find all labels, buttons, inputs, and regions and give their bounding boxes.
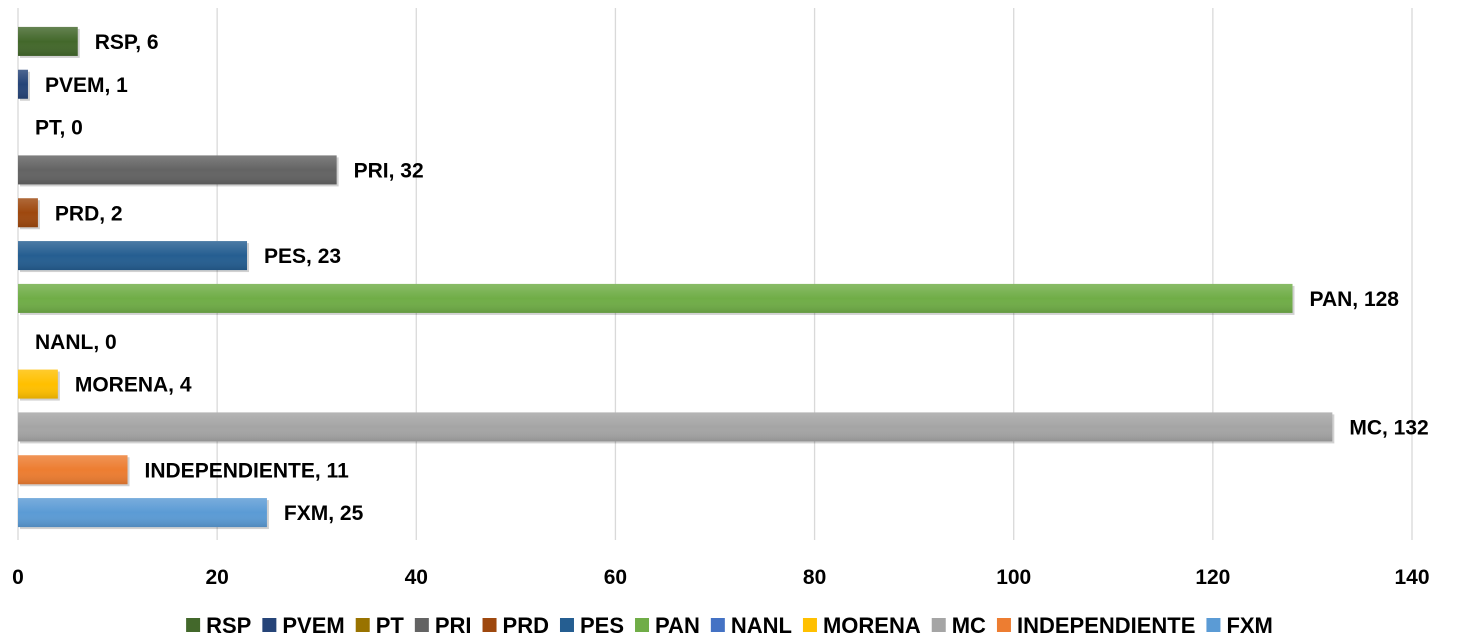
data-label-pes: PES, 23: [264, 245, 341, 268]
legend: RSP PVEM PT PRI PRD PES PAN NANL MORENA MC INDEPEN…: [186, 613, 1273, 638]
legend-label-nanl: NANL: [731, 613, 792, 638]
data-label-morena: MORENA, 4: [75, 374, 192, 397]
legend-swatch-prd: [482, 618, 497, 632]
data-label-pt: PT, 0: [35, 117, 83, 140]
bar-sheen: [18, 369, 58, 399]
legend-swatch-fxm: [1206, 618, 1221, 632]
data-label-pan: PAN, 128: [1310, 288, 1400, 311]
legend-label-morena: MORENA: [823, 613, 921, 638]
legend-label-mc: MC: [952, 613, 986, 638]
legend-swatch-morena: [802, 618, 817, 632]
legend-label-independiente: INDEPENDIENTE: [1017, 613, 1195, 638]
legend-swatch-independiente: [996, 618, 1011, 632]
legend-swatch-rsp: [186, 618, 201, 632]
bar-sheen: [18, 69, 28, 99]
bar-sheen: [18, 198, 38, 228]
x-tick-label: 20: [205, 566, 228, 589]
bar-sheen: [18, 155, 337, 185]
x-axis-ticks: 0 20 40 60 80 100 120 140: [12, 566, 1429, 589]
data-label-pri: PRI, 32: [354, 159, 424, 182]
legend-swatch-nanl: [710, 618, 725, 632]
data-label-mc: MC, 132: [1349, 416, 1428, 439]
legend-swatch-pes: [559, 618, 574, 632]
x-tick-label: 80: [803, 566, 826, 589]
bar-sheen: [18, 241, 248, 271]
legend-label-pan: PAN: [655, 613, 700, 638]
legend-label-pes: PES: [580, 613, 624, 638]
legend-label-prd: PRD: [503, 613, 549, 638]
legend-label-fxm: FXM: [1226, 613, 1272, 638]
bar-sheen: [18, 26, 78, 56]
x-tick-label: 60: [604, 566, 627, 589]
legend-label-rsp: RSP: [206, 613, 251, 638]
gridlines: [17, 8, 1413, 540]
legend-swatch-pvem: [262, 618, 277, 632]
legend-swatch-pri: [414, 618, 429, 632]
data-labels: FXM, 25 INDEPENDIENTE, 11 MC, 132 MORENA, 4…: [35, 31, 1429, 525]
legend-label-pri: PRI: [435, 613, 472, 638]
bar-sheen: [18, 498, 267, 528]
bar-sheen: [18, 283, 1293, 313]
data-label-fxm: FXM, 25: [284, 502, 364, 525]
data-label-independiente: INDEPENDIENTE, 11: [145, 459, 350, 482]
legend-swatch-pan: [635, 618, 650, 632]
x-tick-label: 40: [405, 566, 428, 589]
data-label-prd: PRD, 2: [55, 202, 123, 225]
data-label-pvem: PVEM, 1: [45, 74, 128, 97]
bar-sheen: [18, 412, 1333, 442]
bar-sheen: [18, 455, 128, 485]
legend-label-pt: PT: [376, 613, 405, 638]
legend-swatch-mc: [931, 618, 946, 632]
x-tick-label: 0: [12, 566, 24, 589]
x-tick-label: 100: [996, 566, 1031, 589]
x-tick-label: 140: [1394, 566, 1429, 589]
legend-swatch-pt: [355, 618, 370, 632]
data-label-rsp: RSP, 6: [95, 31, 159, 54]
data-label-nanl: NANL, 0: [35, 331, 117, 354]
bars: [18, 26, 1335, 530]
x-tick-label: 120: [1195, 566, 1230, 589]
legend-label-pvem: PVEM: [282, 613, 344, 638]
